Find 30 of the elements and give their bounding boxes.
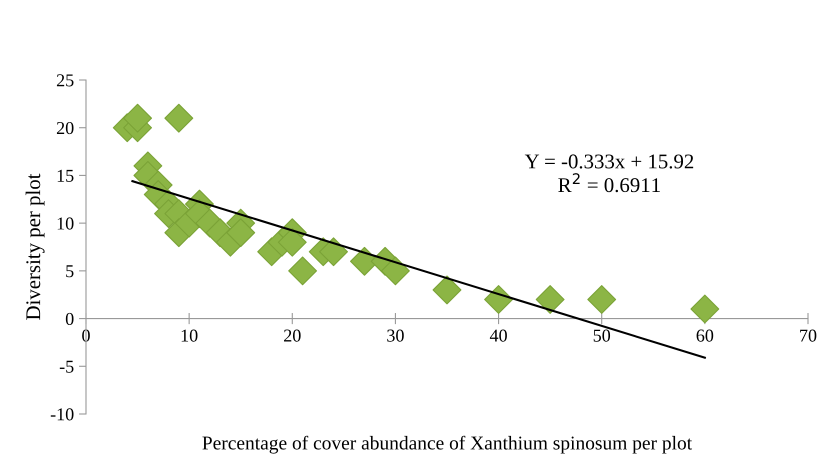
x-tick-label: 50 <box>594 330 610 342</box>
y-tick-label: -5 <box>60 360 74 373</box>
x-tick-label: 20 <box>284 330 301 342</box>
x-tick-label: 70 <box>800 330 816 342</box>
x-tick-label: 10 <box>182 330 198 342</box>
y-tick-label: 15 <box>58 170 74 182</box>
point <box>380 256 410 286</box>
point <box>288 256 318 286</box>
point <box>690 294 720 324</box>
x-tick-label: 30 <box>387 330 404 342</box>
point <box>536 285 565 314</box>
y-tick-label: 0 <box>66 312 74 326</box>
y-tick-label: -10 <box>50 408 74 420</box>
annotation: Y = -0.333x + 15.92 R$^{2}$ = 0.6911 <box>524 154 694 192</box>
point <box>432 276 462 304</box>
x-tick-label: 0 <box>82 330 90 342</box>
point <box>319 237 348 266</box>
point <box>123 104 152 133</box>
x-axis-title: Percentage of cover abundance of Xanthium spinosum per plot <box>202 436 692 454</box>
point <box>278 228 307 257</box>
y-tick-label: 5 <box>66 265 74 278</box>
y-axis-title: Diversity per plot <box>26 174 45 320</box>
y-tick-label: 20 <box>56 122 74 134</box>
x-tick-label: 40 <box>490 330 507 342</box>
point <box>587 285 616 314</box>
point <box>164 104 194 133</box>
x-tick-label: 60 <box>696 330 714 342</box>
y-tick-label: 10 <box>58 217 74 230</box>
y-tick-label: 25 <box>56 74 74 86</box>
point <box>226 218 256 248</box>
